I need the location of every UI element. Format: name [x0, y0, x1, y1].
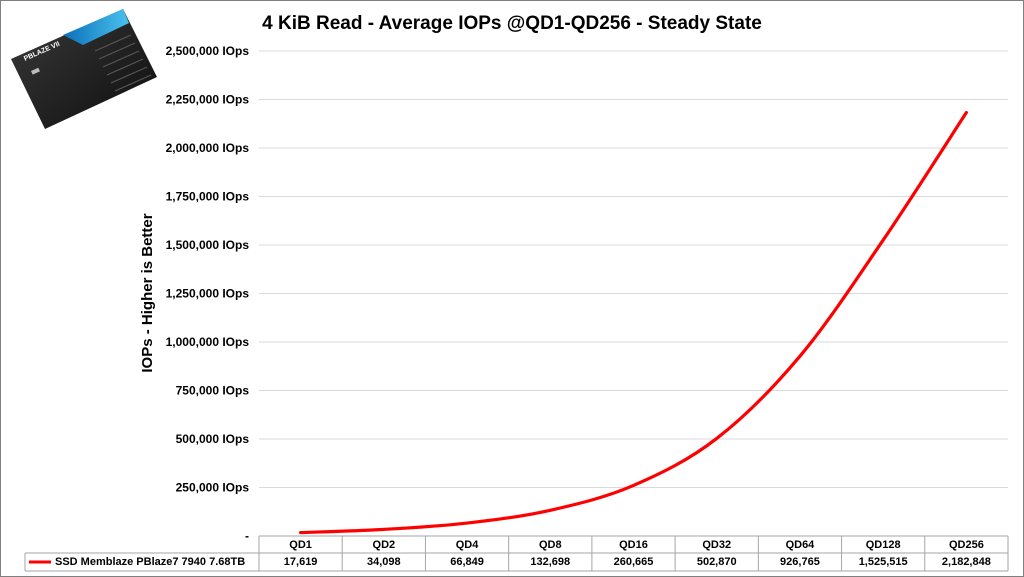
- x-category-label: QD32: [702, 539, 731, 551]
- y-tick-label: -: [245, 529, 249, 543]
- data-point: [965, 111, 968, 114]
- y-tick-label: 250,000 IOps: [176, 481, 250, 495]
- series-layer: [299, 110, 968, 535]
- y-tick-label: 2,250,000 IOps: [166, 93, 250, 107]
- y-tick-label: 2,500,000 IOps: [166, 44, 250, 58]
- data-table-cell: 66,849: [450, 556, 484, 568]
- data-point: [549, 509, 552, 512]
- y-tick-label: 1,500,000 IOps: [166, 238, 250, 252]
- data-table-cell: 34,098: [367, 556, 401, 568]
- legend-series-name: SSD Memblaze PBlaze7 7940 7.68TB: [55, 556, 245, 568]
- data-table-cell: 260,665: [614, 556, 654, 568]
- x-category-label: QD2: [373, 539, 396, 551]
- y-tick-label: 500,000 IOps: [176, 432, 250, 446]
- data-point: [299, 531, 302, 534]
- data-point: [382, 528, 386, 531]
- x-category-label: QD16: [619, 539, 648, 551]
- y-tick-label: 1,250,000 IOps: [166, 287, 250, 301]
- data-point: [798, 355, 802, 358]
- data-table-cell: 1,525,515: [859, 556, 908, 568]
- data-table-cell: 926,765: [780, 556, 820, 568]
- x-category-label: QD256: [949, 539, 984, 551]
- y-tick-label: 750,000 IOps: [176, 384, 250, 398]
- data-table-cell: 2,182,848: [942, 556, 991, 568]
- x-category-label: QD128: [866, 539, 901, 551]
- x-category-label: QD8: [539, 539, 562, 551]
- chart-title: 4 KiB Read - Average IOPs @QD1-QD256 - S…: [262, 13, 762, 34]
- data-table-cell: 17,619: [284, 556, 318, 568]
- series-line: [299, 110, 968, 535]
- data-point: [715, 437, 718, 440]
- y-axis-label: IOPs - Higher is Better: [139, 213, 156, 372]
- y-tick-label: 2,000,000 IOps: [166, 141, 250, 155]
- data-point: [465, 521, 469, 525]
- data-table: QD1 QD2 QD4 QD8 QD16 QD32 QD64 QD128 QD256 SSD Me…: [24, 535, 1009, 572]
- ssd-drive-image: PBLAZE VII: [11, 9, 157, 129]
- data-table-cell: 132,698: [530, 556, 570, 568]
- x-category-label: QD1: [289, 539, 312, 551]
- data-point: [881, 238, 885, 242]
- data-table-cell: 502,870: [697, 556, 737, 568]
- data-point: [632, 484, 635, 487]
- y-axis-ticks: - 250,000 IOps 500,000 IOps 750,000 IOps 1,0…: [166, 44, 250, 543]
- y-tick-label: 1,750,000 IOps: [166, 190, 250, 204]
- gridlines: [259, 50, 1008, 488]
- x-category-label: QD64: [786, 539, 816, 551]
- x-category-label: QD4: [456, 539, 480, 551]
- y-tick-label: 1,000,000 IOps: [166, 335, 250, 349]
